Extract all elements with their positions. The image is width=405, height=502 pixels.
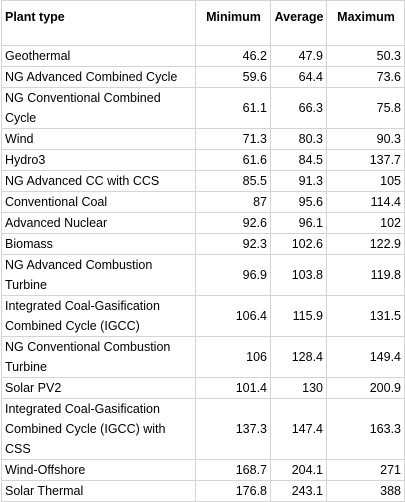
minimum-cell: 85.5 [195, 170, 271, 192]
maximum-cell: 90.3 [326, 128, 405, 150]
table-row: NG Advanced CC with CCS 85.5 91.3 105 [1, 170, 405, 192]
plant-type-cell: Wind [1, 128, 196, 150]
table-row: NG Conventional Combustion Turbine 106 128… [1, 336, 405, 378]
table-row: Wind 71.3 80.3 90.3 [1, 128, 405, 150]
table-row: Advanced Nuclear 92.6 96.1 102 [1, 212, 405, 234]
average-cell: 243.1 [270, 480, 327, 502]
header-maximum: Maximum [326, 0, 405, 46]
average-cell: 64.4 [270, 66, 327, 88]
maximum-cell: 271 [326, 459, 405, 481]
maximum-cell: 114.4 [326, 191, 405, 213]
plant-type-cell: Geothermal [1, 45, 196, 67]
plant-type-cell: NG Advanced Combined Cycle [1, 66, 196, 88]
maximum-cell: 200.9 [326, 377, 405, 399]
table-row: NG Conventional Combined Cycle 61.1 66.3 75… [1, 87, 405, 129]
average-cell: 80.3 [270, 128, 327, 150]
table-row: Solar Thermal 176.8 243.1 388 [1, 480, 405, 502]
plant-type-cell: Biomass [1, 233, 196, 255]
maximum-cell: 388 [326, 480, 405, 502]
maximum-cell: 50.3 [326, 45, 405, 67]
minimum-cell: 87 [195, 191, 271, 213]
minimum-cell: 168.7 [195, 459, 271, 481]
table-row: Geothermal 46.2 47.9 50.3 [1, 45, 405, 67]
minimum-cell: 106 [195, 336, 271, 378]
plant-type-cell: Advanced Nuclear [1, 212, 196, 234]
plant-type-cell: Integrated Coal-Gasification Combined Cy… [1, 295, 196, 337]
minimum-cell: 106.4 [195, 295, 271, 337]
average-cell: 66.3 [270, 87, 327, 129]
maximum-cell: 137.7 [326, 149, 405, 171]
average-cell: 47.9 [270, 45, 327, 67]
plant-type-cell: NG Advanced Combustion Turbine [1, 254, 196, 296]
average-cell: 96.1 [270, 212, 327, 234]
maximum-cell: 105 [326, 170, 405, 192]
table-body: Geothermal 46.2 47.9 50.3 NG Advanced Combin… [1, 45, 405, 502]
minimum-cell: 92.6 [195, 212, 271, 234]
plant-type-cell: NG Conventional Combustion Turbine [1, 336, 196, 378]
maximum-cell: 149.4 [326, 336, 405, 378]
plant-type-cell: Conventional Coal [1, 191, 196, 213]
plant-type-cell: Solar PV2 [1, 377, 196, 399]
plant-type-cell: NG Conventional Combined Cycle [1, 87, 196, 129]
maximum-cell: 75.8 [326, 87, 405, 129]
plant-type-cell: Hydro3 [1, 149, 196, 171]
maximum-cell: 131.5 [326, 295, 405, 337]
table-row: Integrated Coal-Gasification Combined Cy… [1, 295, 405, 337]
minimum-cell: 176.8 [195, 480, 271, 502]
maximum-cell: 73.6 [326, 66, 405, 88]
plant-type-cell: NG Advanced CC with CCS [1, 170, 196, 192]
plant-type-cell: Solar Thermal [1, 480, 196, 502]
average-cell: 84.5 [270, 149, 327, 171]
minimum-cell: 96.9 [195, 254, 271, 296]
header-minimum: Minimum [195, 0, 271, 46]
header-average: Average [270, 0, 327, 46]
average-cell: 128.4 [270, 336, 327, 378]
table-row: NG Advanced Combined Cycle 59.6 64.4 73.6 [1, 66, 405, 88]
maximum-cell: 122.9 [326, 233, 405, 255]
minimum-cell: 101.4 [195, 377, 271, 399]
table-row: Integrated Coal-Gasification Combined Cy… [1, 398, 405, 460]
plant-type-cell: Integrated Coal-Gasification Combined Cy… [1, 398, 196, 460]
minimum-cell: 137.3 [195, 398, 271, 460]
minimum-cell: 61.1 [195, 87, 271, 129]
maximum-cell: 163.3 [326, 398, 405, 460]
average-cell: 95.6 [270, 191, 327, 213]
header-plant-type: Plant type [1, 0, 196, 46]
table-row: NG Advanced Combustion Turbine 96.9 103.8 1… [1, 254, 405, 296]
maximum-cell: 119.8 [326, 254, 405, 296]
table-row: Wind-Offshore 168.7 204.1 271 [1, 459, 405, 481]
header-row: Plant type Minimum Average Maximum [1, 0, 405, 46]
minimum-cell: 46.2 [195, 45, 271, 67]
average-cell: 147.4 [270, 398, 327, 460]
minimum-cell: 71.3 [195, 128, 271, 150]
average-cell: 91.3 [270, 170, 327, 192]
average-cell: 102.6 [270, 233, 327, 255]
table-row: Biomass 92.3 102.6 122.9 [1, 233, 405, 255]
table-row: Hydro3 61.6 84.5 137.7 [1, 149, 405, 171]
average-cell: 130 [270, 377, 327, 399]
minimum-cell: 59.6 [195, 66, 271, 88]
minimum-cell: 92.3 [195, 233, 271, 255]
table-row: Solar PV2 101.4 130 200.9 [1, 377, 405, 399]
average-cell: 115.9 [270, 295, 327, 337]
maximum-cell: 102 [326, 212, 405, 234]
minimum-cell: 61.6 [195, 149, 271, 171]
average-cell: 204.1 [270, 459, 327, 481]
plant-type-cell: Wind-Offshore [1, 459, 196, 481]
average-cell: 103.8 [270, 254, 327, 296]
table-row: Conventional Coal 87 95.6 114.4 [1, 191, 405, 213]
